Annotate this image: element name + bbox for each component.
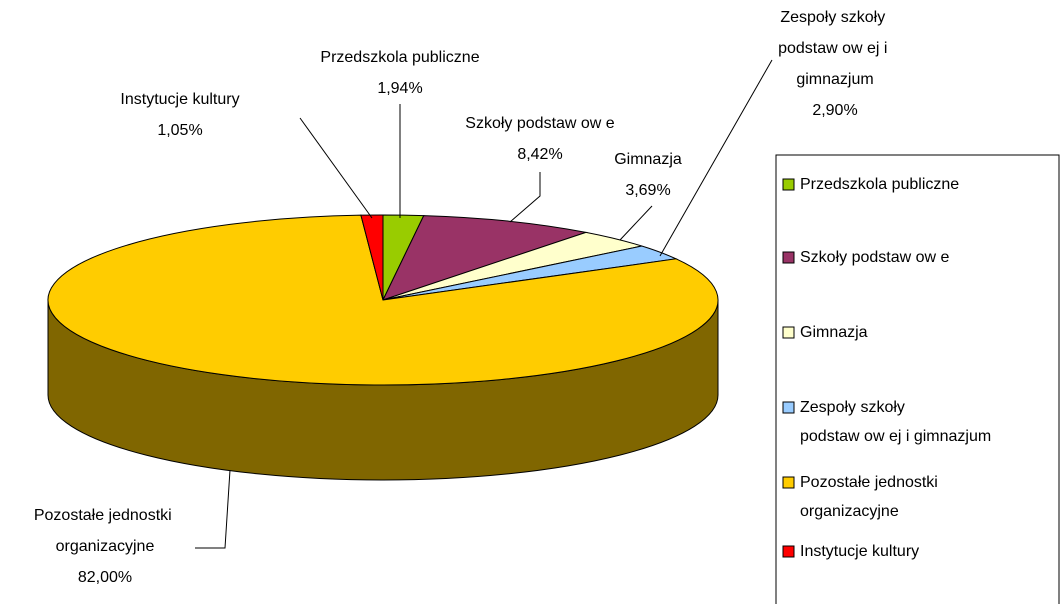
data-label-value: 82,00% xyxy=(78,569,132,586)
data-label-name: Szkoły podstaw ow e xyxy=(465,115,615,132)
pie-slice xyxy=(360,214,384,301)
data-label-name: Pozostałe jednostki organizacyjne xyxy=(34,507,176,555)
leader-line xyxy=(659,59,773,257)
legend-label: Pozostałe jednostki organizacyjne xyxy=(800,474,942,520)
legend-label: Zespoły szkoły podstaw ow ej i gimnazjum xyxy=(800,399,991,445)
data-label-value: 1,94% xyxy=(377,80,422,97)
legend-swatch xyxy=(782,326,795,339)
legend-swatch xyxy=(782,476,795,489)
data-label-value: 1,05% xyxy=(157,122,202,139)
legend-label: Gimnazja xyxy=(800,324,868,341)
leader-line xyxy=(619,205,653,241)
legend-label: Przedszkola publiczne xyxy=(800,176,959,193)
legend-box xyxy=(775,154,1060,604)
leader-line xyxy=(195,469,231,549)
data-label-name: Instytucje kultury xyxy=(120,91,239,108)
leader-line xyxy=(299,117,373,219)
leader-line xyxy=(509,172,541,223)
data-label-name: Zespoły szkoły podstaw ow ej i gimnazjum xyxy=(778,9,892,88)
data-label-name: Gimnazja xyxy=(614,151,682,168)
data-label-value: 2,90% xyxy=(812,102,857,119)
data-label-value: 3,69% xyxy=(625,182,670,199)
legend-label: Szkoły podstaw ow e xyxy=(800,249,950,266)
legend-swatch xyxy=(782,545,795,558)
data-label-value: 8,42% xyxy=(517,146,562,163)
legend-label: Instytucje kultury xyxy=(800,543,919,560)
legend-swatch xyxy=(782,401,795,414)
legend-swatch xyxy=(782,178,795,191)
legend-swatch xyxy=(782,251,795,264)
pie-slice xyxy=(382,215,588,301)
pie-slice xyxy=(47,214,719,386)
data-label-name: Przedszkola publiczne xyxy=(320,49,479,66)
